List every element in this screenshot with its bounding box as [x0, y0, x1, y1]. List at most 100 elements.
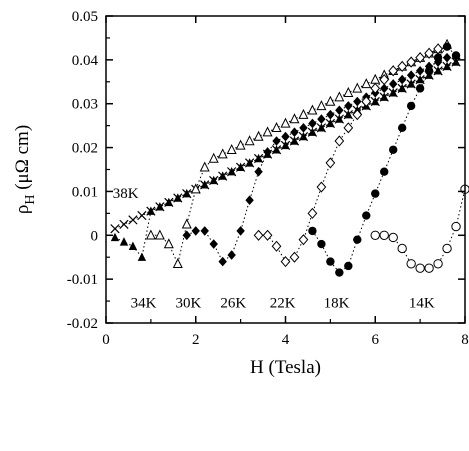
data-point-cross [128, 215, 138, 225]
data-point-triangle-filled [308, 127, 317, 136]
y-tick-label: 0.01 [72, 184, 98, 200]
data-point-triangle-filled [218, 171, 227, 180]
data-point-cross [110, 224, 120, 234]
x-tick-label: 0 [102, 332, 110, 348]
x-tick-label: 4 [282, 332, 290, 348]
series-18K [308, 42, 461, 277]
curve-label-14K: 14K [409, 296, 435, 312]
curve-label-26K: 26K [220, 296, 246, 312]
data-point-triangle-filled [406, 79, 416, 88]
data-point-circle-filled [344, 261, 353, 271]
y-tick-label: 0.04 [72, 53, 99, 69]
data-point-diamond-filled [380, 83, 389, 94]
data-point-diamond-filled [415, 66, 425, 76]
data-point-diamond-filled [182, 230, 191, 241]
data-point-triangle-open [244, 135, 255, 146]
data-point-diamond-filled [218, 256, 227, 267]
data-point-triangle-open [235, 139, 246, 150]
data-point-triangle-filled [182, 188, 191, 198]
data-point-triangle-filled [335, 114, 344, 123]
data-point-triangle-filled [155, 202, 165, 211]
data-point-circle-filled [308, 226, 317, 236]
data-point-circle-open [379, 230, 389, 240]
data-point-diamond-filled [191, 226, 200, 236]
data-point-triangle-filled [254, 153, 263, 163]
data-point-diamond-filled [397, 74, 407, 85]
data-point-diamond-open [406, 56, 417, 68]
data-point-triangle-open [217, 148, 228, 159]
data-point-circle-open [388, 232, 398, 243]
data-point-diamond-filled [263, 147, 272, 157]
data-point-diamond-open [298, 234, 309, 246]
data-point-diamond-filled [344, 101, 353, 111]
data-point-triangle-filled [209, 175, 218, 185]
data-point-circle-filled [371, 189, 380, 198]
series-34K [110, 57, 461, 261]
x-tick-label: 2 [192, 332, 200, 348]
y-tick-label: -0.02 [67, 316, 98, 332]
data-point-triangle-open [253, 130, 264, 141]
data-point-triangle-filled [344, 109, 353, 119]
data-point-diamond-filled [245, 195, 254, 205]
data-point-triangle-filled [236, 162, 245, 172]
series-22K [253, 43, 443, 268]
data-point-diamond-filled [317, 114, 326, 124]
data-point-triangle-filled [317, 123, 326, 132]
data-point-triangle-open [325, 95, 336, 106]
data-point-circle-filled [451, 51, 461, 60]
data-point-circle-open [397, 243, 407, 254]
data-point-diamond-open [379, 74, 390, 86]
data-point-diamond-filled [254, 166, 263, 177]
data-point-triangle-filled [272, 145, 281, 154]
curve-label-34K: 34K [131, 296, 157, 312]
data-point-triangle-filled [380, 92, 389, 101]
data-point-triangle-filled [146, 206, 156, 215]
data-point-triangle-filled [110, 232, 120, 242]
y-tick-label: 0.05 [72, 9, 98, 25]
data-point-triangle-filled [245, 158, 254, 167]
data-point-diamond-open [388, 65, 399, 77]
data-point-triangle-filled [281, 140, 290, 150]
data-point-circle-filled [406, 101, 416, 111]
data-point-triangle-filled [290, 136, 299, 145]
data-point-diamond-filled [236, 226, 245, 236]
data-point-triangle-open [163, 238, 174, 249]
curve-label-18K: 18K [324, 296, 350, 312]
data-point-diamond-filled [200, 226, 209, 236]
data-point-diamond-filled [299, 123, 308, 133]
annotation-layer: 38K 34K 30K 26K 22K 18K 14K [113, 186, 435, 312]
data-point-diamond-filled [227, 250, 236, 260]
data-point-triangle-filled [389, 88, 398, 97]
data-point-diamond-filled [353, 96, 362, 107]
data-point-triangle-filled [164, 197, 174, 207]
data-point-diamond-filled [326, 109, 335, 120]
data-point-diamond-open [370, 82, 381, 94]
data-point-triangle-open [289, 113, 300, 124]
data-point-circle-filled [415, 84, 425, 93]
data-point-circle-filled [424, 66, 434, 76]
y-axis-subscript: H [23, 195, 38, 205]
data-point-diamond-filled [209, 239, 218, 249]
data-point-triangle-open [307, 104, 318, 115]
x-tick-label: 8 [461, 332, 469, 348]
data-point-triangle-filled [451, 57, 461, 66]
data-point-triangle-open [352, 82, 363, 93]
y-tick-label: -0.01 [67, 272, 98, 288]
y-axis-symbol: ρ [12, 205, 33, 214]
data-point-triangle-filled [299, 131, 308, 141]
data-point-triangle-filled [397, 83, 407, 93]
data-point-circle-filled [353, 235, 362, 244]
series-line [312, 45, 457, 274]
y-axis-units: (μΩ cm) [12, 125, 33, 195]
data-point-triangle-filled [442, 61, 452, 71]
data-point-triangle-open [226, 143, 237, 154]
data-point-diamond-open [262, 229, 273, 241]
data-point-diamond-open [361, 95, 372, 108]
x-tick-label: 6 [372, 332, 380, 348]
data-point-diamond-open [271, 240, 282, 252]
data-point-cross [137, 210, 147, 221]
data-point-triangle-filled [227, 166, 236, 176]
data-point-triangle-open [343, 86, 354, 97]
data-point-circle-filled [362, 211, 371, 220]
